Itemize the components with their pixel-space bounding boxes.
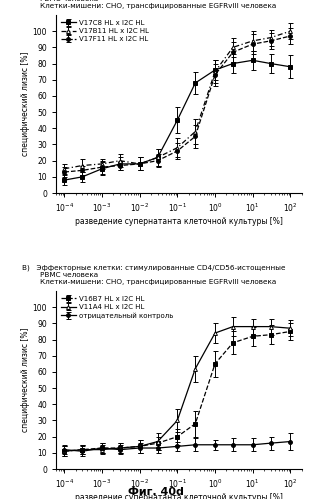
Legend: V16B7 HL x I2C HL, V11A4 HL x I2C HL, отрицательный контроль: V16B7 HL x I2C HL, V11A4 HL x I2C HL, от… bbox=[58, 293, 176, 321]
Y-axis label: специфический лизис [%]: специфический лизис [%] bbox=[21, 328, 30, 432]
X-axis label: разведение супернатанта клеточной культуры [%]: разведение супернатанта клеточной культу… bbox=[75, 494, 283, 499]
Legend: V17C8 HL x I2C HL, V17B11 HL x I2C HL, V17F11 HL x I2C HL: V17C8 HL x I2C HL, V17B11 HL x I2C HL, V… bbox=[58, 17, 152, 45]
Text: Фиг. 40d: Фиг. 40d bbox=[128, 487, 183, 497]
Y-axis label: специфический лизис [%]: специфический лизис [%] bbox=[21, 52, 30, 156]
Text: A)   Эффекторные клетки: стимулированные CD4/CD56-истощенные
        PBMC челове: A) Эффекторные клетки: стимулированные C… bbox=[21, 0, 285, 9]
Text: B)   Эффекторные клетки: стимулированные CD4/CD56-истощенные
        PBMC челове: B) Эффекторные клетки: стимулированные C… bbox=[21, 264, 285, 285]
X-axis label: разведение супернатанта клеточной культуры [%]: разведение супернатанта клеточной культу… bbox=[75, 217, 283, 226]
